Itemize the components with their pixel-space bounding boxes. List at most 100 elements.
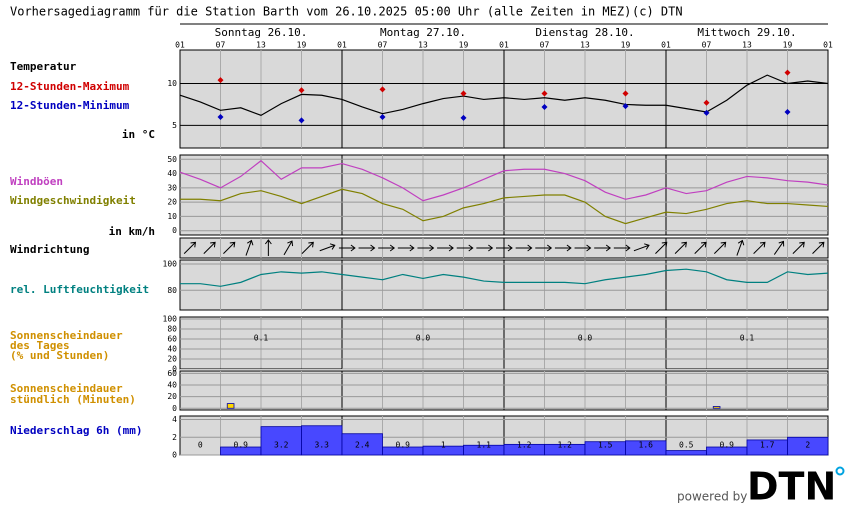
y-tick-label: 20 [167,392,177,401]
panel-label: des Tages [10,339,70,352]
value-label: 0.9 [720,441,735,450]
y-tick-label: 40 [167,345,177,354]
wind-arrow [437,244,454,252]
wind-arrow [535,244,553,252]
day-label: Mittwoch 29.10. [697,26,796,39]
marker [298,87,305,94]
value-label: 2.4 [355,441,370,450]
title: Vorhersagediagramm für die Station Barth… [10,5,631,19]
y-tick-label: 4 [172,415,177,424]
panel-label: rel. Luftfeuchtigkeit [10,283,149,296]
wind-arrow [792,241,805,255]
marker [703,109,710,116]
bar [180,368,342,369]
y-tick-label: 50 [167,155,177,164]
marker [622,90,629,97]
wind-arrow [203,241,216,255]
value-label: 0.1 [254,334,269,343]
y-tick-label: 20 [167,355,177,364]
value-label: 1.2 [517,441,532,450]
marker [703,99,710,106]
bar [625,440,667,456]
panel-label: Windgeschwindigkeit [10,194,136,207]
y-tick-label: 100 [163,315,178,324]
bar [787,436,829,456]
hour-label: 13 [418,41,428,50]
wind-arrow [694,241,707,255]
hour-label: 19 [783,41,793,50]
hour-label: 01 [175,41,185,50]
y-tick-label: 10 [167,79,177,88]
series-line [179,159,829,202]
day-label: Sonntag 26.10. [215,26,308,39]
marker [784,69,791,76]
y-tick-label: 20 [167,198,177,207]
hour-label: 13 [256,41,266,50]
bar [666,368,828,369]
hour-label: 07 [702,41,712,50]
value-label: 0.9 [234,441,249,450]
panel-label: in °C [122,128,155,141]
hour-label: 07 [540,41,550,50]
y-tick-label: 0 [172,404,177,413]
y-tick-label: 2 [172,433,177,442]
hour-label: 13 [580,41,590,50]
value-label: 1.1 [477,441,492,450]
value-label: 1.5 [598,441,613,450]
wind-arrow [515,244,533,252]
wind-arrow [773,240,785,255]
copyright: (c) DTN [632,5,683,19]
day-label: Dienstag 28.10. [535,26,634,39]
bar [260,426,302,456]
hour-label: 01 [823,41,833,50]
wind-arrow [183,241,197,255]
bar [301,425,343,456]
logo-dot [835,466,845,476]
powered-by: powered by [677,490,747,504]
wind-arrow [655,241,668,255]
wind-arrow [554,244,572,252]
hour-label: 19 [459,41,469,50]
panel-label: 12-Stunden-Maximum [10,80,130,93]
hour-label: 13 [742,41,752,50]
marker [541,103,548,110]
y-tick-label: 30 [167,183,177,192]
value-label: 1 [441,441,446,450]
wind-arrow [594,244,612,252]
value-label: 0 [198,441,203,450]
marker [379,114,386,121]
value-label: 1.2 [558,441,573,450]
value-label: 3.3 [315,441,330,450]
bar [712,406,721,409]
value-label: 2 [805,441,810,450]
y-tick-label: 0 [172,365,177,374]
panel-label: stündlich (Minuten) [10,393,136,406]
wind-arrow [633,243,650,252]
panel-label: Niederschlag 6h (mm) [10,424,142,437]
panel-label: Windrichtung [10,243,89,256]
wind-arrow [574,244,592,252]
wind-arrow [358,244,376,252]
hour-label: 01 [337,41,347,50]
y-tick-label: 40 [167,169,177,178]
wind-arrow [264,239,272,256]
hour-label: 07 [378,41,388,50]
panel-label: Sonnenscheindauer [10,329,123,342]
wind-arrow [456,244,474,252]
marker [784,108,791,115]
wind-arrow [674,241,687,255]
wind-arrow [223,241,236,255]
panel-label: 12-Stunden-Minimum [10,99,130,112]
series-line [179,74,829,116]
y-tick-label: 60 [167,369,177,378]
y-tick-label: 0 [172,226,177,235]
wind-arrow [245,239,254,256]
y-tick-label: 0 [172,451,177,460]
value-label: 0.0 [416,334,431,343]
panel-label: Windböen [10,175,63,188]
wind-arrow [397,244,415,252]
marker [217,114,224,121]
hour-label: 19 [297,41,307,50]
y-tick-label: 60 [167,335,177,344]
logo: DTN [747,465,836,509]
